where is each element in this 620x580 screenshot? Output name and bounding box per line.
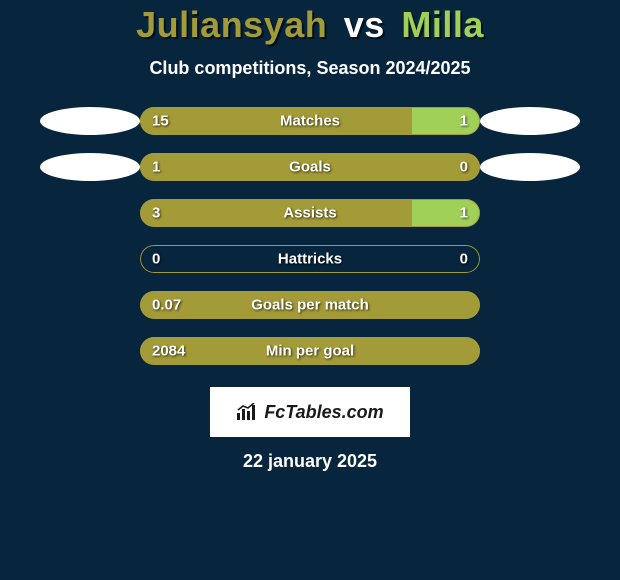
stat-value-left: 2084: [152, 343, 185, 360]
left-shape-slot: [40, 107, 140, 135]
stat-value-right: 0: [460, 159, 468, 176]
stat-row: 3 Assists 1: [0, 199, 620, 227]
bar-segment-player2: [412, 107, 480, 135]
left-shape-slot: [40, 153, 140, 181]
team-shape-right: [480, 107, 580, 135]
stat-value-left: 15: [152, 113, 169, 130]
chart-icon: [236, 403, 258, 421]
stat-label: Goals: [289, 159, 331, 176]
stat-row: 0 Hattricks 0: [0, 245, 620, 273]
stat-bar: 1 Goals 0: [140, 153, 480, 181]
stat-value-right: 0: [460, 251, 468, 268]
stat-value-left: 1: [152, 159, 160, 176]
stat-label: Goals per match: [251, 297, 369, 314]
vs-label: vs: [344, 4, 385, 45]
stat-label: Matches: [280, 113, 340, 130]
team-shape-left: [40, 153, 140, 181]
player1-name: Juliansyah: [136, 4, 327, 45]
bar-segment-player2: [412, 199, 480, 227]
stats-list: 15 Matches 1 1 Goals 0 3 Assists 1 0 Hattricks 0 0.0…: [0, 107, 620, 365]
stat-bar: 0.07 Goals per match: [140, 291, 480, 319]
stat-bar: 0 Hattricks 0: [140, 245, 480, 273]
stat-label: Hattricks: [278, 251, 342, 268]
fctables-text: FcTables.com: [264, 402, 383, 423]
subtitle: Club competitions, Season 2024/2025: [0, 58, 620, 79]
team-shape-right: [480, 153, 580, 181]
stat-bar: 3 Assists 1: [140, 199, 480, 227]
stat-value-left: 0: [152, 251, 160, 268]
bar-segment-player1: [140, 107, 412, 135]
stat-bar: 2084 Min per goal: [140, 337, 480, 365]
stat-row: 2084 Min per goal: [0, 337, 620, 365]
right-shape-slot: [480, 107, 580, 135]
stat-value-right: 1: [460, 205, 468, 222]
bar-segment-player1: [140, 199, 412, 227]
comparison-card: Juliansyah vs Milla Club competitions, S…: [0, 0, 620, 580]
stat-row: 15 Matches 1: [0, 107, 620, 135]
team-shape-left: [40, 107, 140, 135]
stat-value-right: 1: [460, 113, 468, 130]
stat-value-left: 3: [152, 205, 160, 222]
right-shape-slot: [480, 153, 580, 181]
stat-row: 1 Goals 0: [0, 153, 620, 181]
date-label: 22 january 2025: [0, 451, 620, 472]
stat-bar: 15 Matches 1: [140, 107, 480, 135]
stat-label: Assists: [283, 205, 336, 222]
player2-name: Milla: [401, 4, 484, 45]
stat-label: Min per goal: [266, 343, 354, 360]
stat-value-left: 0.07: [152, 297, 181, 314]
fctables-badge: FcTables.com: [210, 387, 410, 437]
stat-row: 0.07 Goals per match: [0, 291, 620, 319]
page-title: Juliansyah vs Milla: [0, 4, 620, 46]
